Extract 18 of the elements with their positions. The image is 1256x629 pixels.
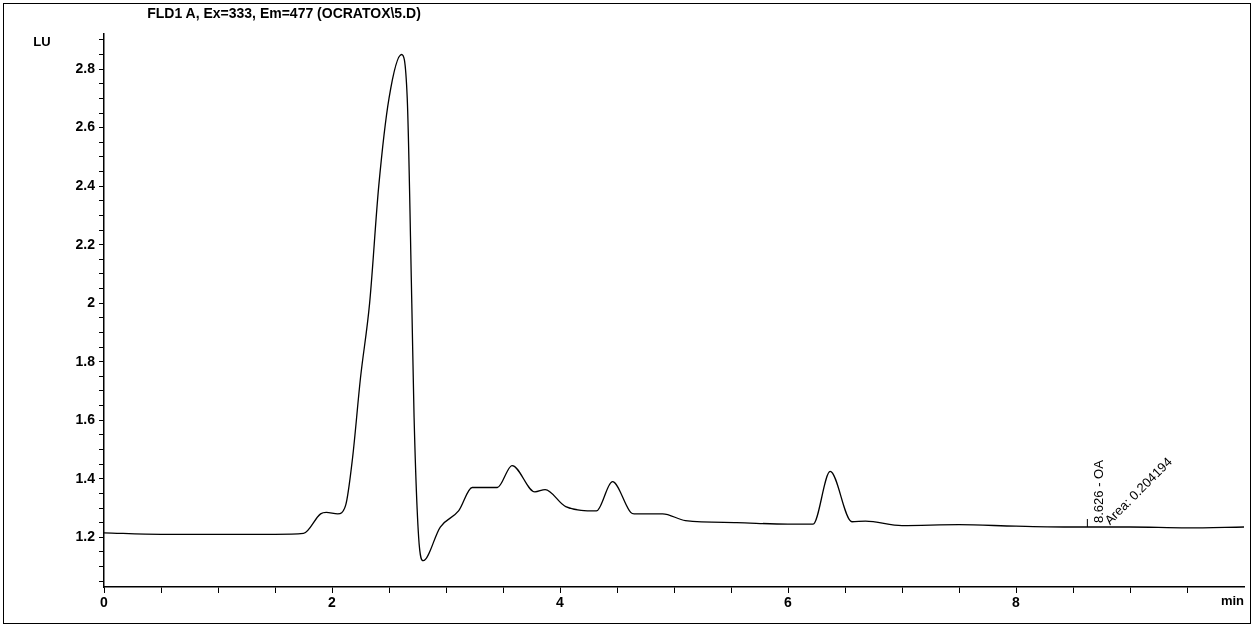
y-tick-label: 2.2 bbox=[75, 235, 96, 252]
x-tick-label: 4 bbox=[556, 594, 565, 611]
x-tick-label: 2 bbox=[328, 594, 337, 611]
y-tick-label: 2.4 bbox=[75, 177, 96, 194]
chart-title: FLD1 A, Ex=333, Em=477 (OCRATOX\5.D) bbox=[147, 4, 421, 21]
x-tick-label: 6 bbox=[784, 594, 793, 611]
x-tick-label: 0 bbox=[100, 594, 109, 611]
y-axis-title: LU bbox=[33, 34, 51, 50]
annotation: 8.626 - OA bbox=[1090, 459, 1106, 524]
y-tick-label: 1.4 bbox=[75, 469, 96, 486]
x-tick-label: 8 bbox=[1012, 594, 1021, 611]
y-tick-label: 1.8 bbox=[75, 352, 96, 369]
y-tick-label: 1.6 bbox=[75, 411, 96, 428]
x-axis-title: min bbox=[1220, 593, 1245, 609]
y-tick-label: 2.6 bbox=[75, 118, 96, 135]
y-tick-label: 2.8 bbox=[75, 59, 96, 76]
y-tick-label: 2 bbox=[87, 294, 96, 311]
y-tick-label: 1.2 bbox=[75, 528, 96, 545]
